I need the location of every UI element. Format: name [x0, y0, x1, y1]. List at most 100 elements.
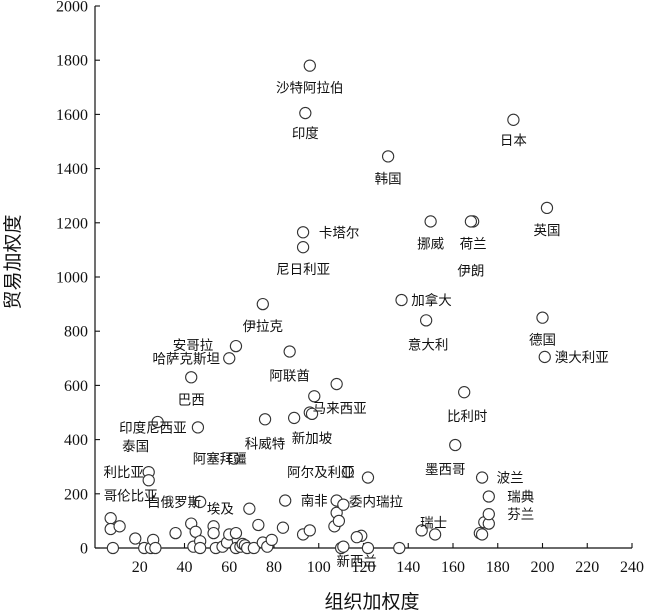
data-point [142, 474, 155, 487]
data-point [106, 541, 120, 555]
y-tick-label: 1800 [56, 53, 88, 70]
x-tick-label: 60 [221, 559, 237, 576]
point-label: 日本 [500, 133, 528, 149]
point-label: 芬兰 [507, 507, 534, 523]
point-label: 加拿大 [411, 292, 452, 309]
y-tick-label: 800 [64, 324, 88, 341]
data-point [207, 526, 220, 540]
data-point [337, 540, 350, 553]
data-points [104, 59, 554, 555]
point-label: 阿尔及利亚 [287, 465, 355, 481]
point-label: 尼日利亚 [276, 262, 330, 278]
point-label: 韩国 [375, 171, 402, 187]
point-label: 哥伦比亚 [104, 488, 158, 504]
point-label: 南非 [301, 494, 328, 510]
point-label: 马来西亚 [313, 401, 367, 417]
x-tick-label: 180 [486, 559, 510, 576]
point-label: 阿联酋 [269, 368, 310, 385]
data-point [169, 526, 182, 540]
x-tick-label: 140 [396, 559, 420, 576]
data-point [482, 507, 495, 521]
y-tick-label: 600 [64, 378, 88, 395]
data-point [276, 521, 290, 534]
data-point [283, 345, 296, 358]
data-point [149, 541, 162, 555]
x-tick-label: 200 [531, 559, 555, 576]
point-label: 泰国 [122, 439, 149, 455]
data-point [482, 490, 495, 503]
point-label: 澳大利亚 [555, 350, 609, 366]
x-tick-label: 100 [307, 559, 331, 576]
data-point [287, 411, 301, 425]
data-point [464, 215, 478, 228]
y-tick-label: 1400 [56, 161, 88, 178]
point-label: 英国 [533, 222, 560, 239]
data-point [303, 59, 316, 72]
data-point [243, 502, 256, 515]
data-point [395, 293, 408, 307]
data-point [185, 371, 198, 384]
point-label: 印度 [292, 126, 319, 142]
point-label: 白俄罗斯 [147, 495, 201, 511]
point-label: 哈萨克斯坦 [153, 351, 221, 367]
data-point [265, 533, 278, 547]
data-point [296, 226, 310, 239]
data-point [507, 113, 520, 126]
x-axis-title: 组织加权度 [324, 591, 419, 613]
point-label: 沙特阿拉伯 [276, 81, 344, 97]
y-tick-label: 2000 [56, 0, 88, 16]
data-point [361, 471, 375, 484]
point-label: 委内瑞拉 [349, 495, 403, 511]
data-point [332, 514, 346, 528]
point-label: 科威特 [245, 436, 286, 452]
data-point [536, 311, 549, 324]
data-point [129, 532, 142, 545]
point-label: 墨西哥 [425, 462, 466, 478]
data-point [247, 541, 261, 555]
point-label: 巴西 [178, 392, 205, 408]
point-label: 安哥拉 [173, 338, 214, 354]
data-point [227, 452, 240, 465]
data-point [475, 528, 489, 541]
y-axis-title: 贸易加权度 [2, 214, 24, 309]
y-tick-label: 400 [64, 432, 88, 449]
data-point [330, 377, 343, 391]
data-point [449, 438, 462, 452]
data-point [151, 415, 164, 429]
data-point [428, 528, 442, 541]
data-point [256, 297, 269, 311]
data-point [305, 407, 319, 421]
point-label: 德国 [529, 333, 556, 349]
data-point [381, 150, 395, 163]
data-point [361, 541, 375, 555]
point-label: 阿塞拜疆 [193, 451, 247, 468]
point-label: 意大利 [408, 336, 449, 353]
data-point [350, 531, 363, 544]
data-point [279, 494, 292, 507]
y-tick-label: 0 [80, 541, 88, 558]
data-point [104, 512, 117, 525]
data-point [337, 498, 350, 511]
data-point [458, 386, 471, 399]
y-tick-label: 200 [64, 486, 88, 503]
data-point [296, 241, 310, 254]
x-tick-label: 220 [575, 559, 599, 576]
data-point [424, 215, 437, 228]
axes [94, 6, 632, 549]
point-label: 埃及 [207, 502, 234, 518]
data-point [194, 541, 207, 555]
point-label: 卡塔尔 [319, 225, 360, 241]
data-point [540, 201, 554, 215]
data-point [299, 106, 312, 120]
x-tick-label: 40 [177, 559, 193, 576]
point-label: 挪威 [417, 236, 444, 252]
data-point [229, 339, 243, 353]
point-label: 比利时 [447, 409, 488, 425]
data-point [258, 413, 272, 426]
data-point [538, 350, 551, 364]
data-point [475, 471, 489, 484]
y-tick-label: 1000 [56, 270, 88, 287]
data-point [308, 390, 321, 403]
data-point [415, 524, 428, 537]
